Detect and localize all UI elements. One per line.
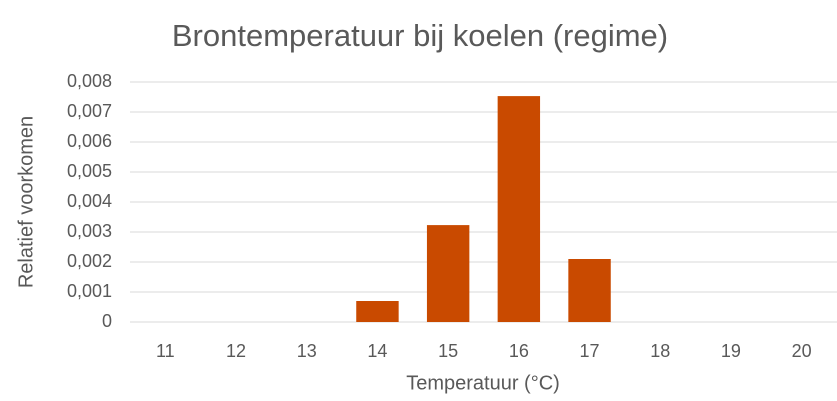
y-tick-label: 0,004 (67, 191, 112, 211)
bar (568, 259, 611, 322)
x-axis-label: Temperatuur (°C) (406, 372, 560, 394)
y-tick-label: 0,001 (67, 281, 112, 301)
bar (497, 96, 541, 322)
y-tick-label: 0,003 (67, 221, 112, 241)
y-tick-label: 0,002 (67, 251, 112, 271)
x-tick-label: 20 (792, 341, 812, 361)
x-tick-label: 18 (650, 341, 670, 361)
x-tick-label: 15 (438, 341, 458, 361)
x-tick-label: 11 (156, 341, 175, 361)
x-tick-label: 14 (367, 341, 387, 361)
y-tick-label: 0,005 (67, 161, 112, 181)
y-axis-label: Relatief voorkomen (15, 116, 37, 288)
x-tick-label: 19 (721, 341, 741, 361)
y-tick-label: 0,008 (67, 71, 112, 91)
y-tick-label: 0 (102, 311, 112, 331)
bar (356, 301, 399, 322)
x-tick-label: 13 (297, 341, 317, 361)
x-tick-label: 16 (509, 341, 529, 361)
y-tick-label: 0,006 (67, 131, 112, 151)
chart-title: Brontemperatuur bij koelen (regime) (172, 18, 668, 53)
x-tick-label: 17 (580, 341, 600, 361)
y-tick-label: 0,007 (67, 101, 112, 121)
bar (426, 225, 470, 322)
x-tick-label: 12 (226, 341, 246, 361)
